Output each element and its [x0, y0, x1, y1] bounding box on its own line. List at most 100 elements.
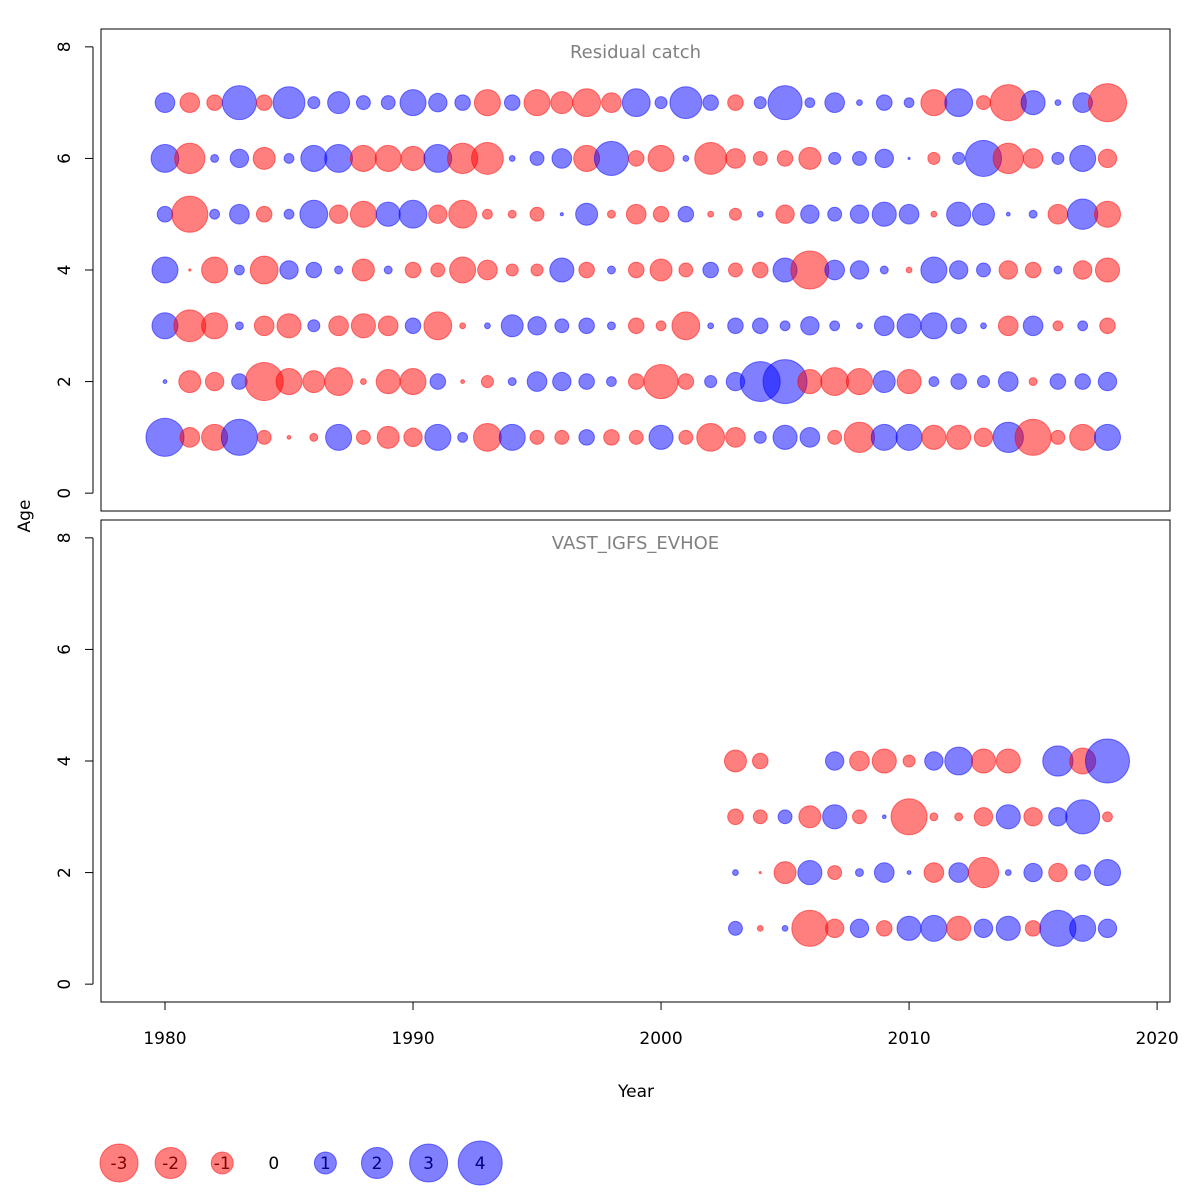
bubble	[234, 321, 244, 331]
bubble	[920, 312, 948, 340]
legend-bubble	[154, 1146, 187, 1180]
bubble	[484, 322, 491, 330]
bubble	[929, 812, 939, 822]
bubble	[1049, 373, 1067, 390]
bubble	[606, 376, 617, 387]
bubble	[477, 259, 498, 281]
bubble	[849, 204, 870, 224]
bubble	[980, 322, 987, 330]
bubble	[694, 141, 728, 175]
bubble	[849, 750, 870, 772]
bubble	[1093, 859, 1122, 887]
bubble	[1099, 317, 1116, 335]
bubble	[500, 314, 524, 338]
legend-label: -2	[162, 1154, 179, 1174]
bubble	[903, 97, 915, 109]
bubble	[702, 94, 719, 111]
bubble	[201, 256, 229, 284]
bubble	[151, 256, 179, 284]
bubble	[554, 429, 570, 445]
bubble	[173, 309, 207, 343]
bubble	[272, 86, 306, 120]
x-tick-label: 1980	[143, 1029, 186, 1049]
bubble	[400, 145, 426, 171]
bubble	[790, 250, 830, 290]
bubble	[578, 261, 595, 279]
bubble	[1028, 377, 1038, 387]
bubble	[898, 203, 920, 225]
legend-label: 4	[475, 1154, 486, 1174]
legend-bubble	[313, 1151, 337, 1175]
bubble	[530, 263, 544, 277]
bubble	[349, 144, 377, 172]
bubble	[649, 258, 673, 282]
bubble	[179, 427, 201, 448]
bubble	[648, 424, 674, 450]
bubble	[552, 371, 572, 392]
bubble	[350, 313, 376, 339]
bubble	[253, 315, 275, 337]
bubble	[920, 89, 948, 117]
bubble	[398, 199, 428, 229]
bubble	[302, 370, 326, 394]
bubble	[870, 423, 898, 451]
bubble	[824, 92, 846, 113]
bubble	[930, 210, 938, 218]
bubble	[1023, 862, 1043, 883]
bubble	[627, 261, 645, 279]
x-axis-label: Year	[617, 1082, 654, 1102]
y-tick-label: 6	[55, 153, 75, 164]
bubble	[355, 429, 371, 445]
bubble	[727, 808, 744, 826]
bubble	[756, 924, 764, 932]
bubble	[798, 146, 822, 170]
y-tick-label: 0	[55, 488, 75, 499]
bubble	[1097, 371, 1118, 392]
bubble	[875, 920, 893, 937]
legend-label: 0	[268, 1154, 279, 1174]
bubble	[643, 364, 679, 400]
bubble	[727, 94, 744, 111]
bubble	[1102, 811, 1113, 823]
bubble	[349, 200, 377, 228]
bubble	[997, 371, 1019, 392]
bubble	[593, 140, 629, 176]
bubble	[799, 427, 821, 448]
bubble	[527, 316, 547, 336]
bubble	[380, 95, 396, 111]
bubble	[307, 96, 321, 110]
bubble	[1050, 429, 1066, 445]
bubble	[286, 434, 292, 440]
bubble	[946, 915, 972, 941]
legend-label: -1	[214, 1154, 231, 1174]
bubble	[758, 870, 762, 875]
bubble	[578, 429, 595, 446]
y-tick-label: 6	[55, 644, 75, 655]
bubble	[1065, 799, 1101, 835]
bubble	[559, 212, 564, 217]
bubble	[725, 148, 746, 169]
bubble	[824, 918, 845, 939]
bubble	[872, 370, 896, 394]
bubble	[707, 322, 715, 330]
bubble	[827, 429, 843, 445]
bubble	[804, 97, 816, 109]
bubble	[229, 203, 250, 225]
bubble	[377, 315, 399, 337]
bubble	[156, 205, 174, 223]
bubble	[404, 317, 422, 335]
bubble	[678, 262, 694, 278]
bubble	[827, 206, 843, 222]
bubble	[879, 265, 889, 275]
bubble	[852, 150, 867, 166]
bubble	[971, 202, 995, 226]
bubble	[751, 317, 769, 335]
bubble	[1072, 260, 1093, 280]
bubble	[550, 91, 574, 115]
bubble	[507, 377, 517, 387]
bubble	[873, 315, 895, 337]
bubble	[606, 209, 616, 219]
bubble	[725, 427, 746, 448]
y-tick-label: 0	[55, 979, 75, 990]
bubble	[948, 260, 969, 280]
